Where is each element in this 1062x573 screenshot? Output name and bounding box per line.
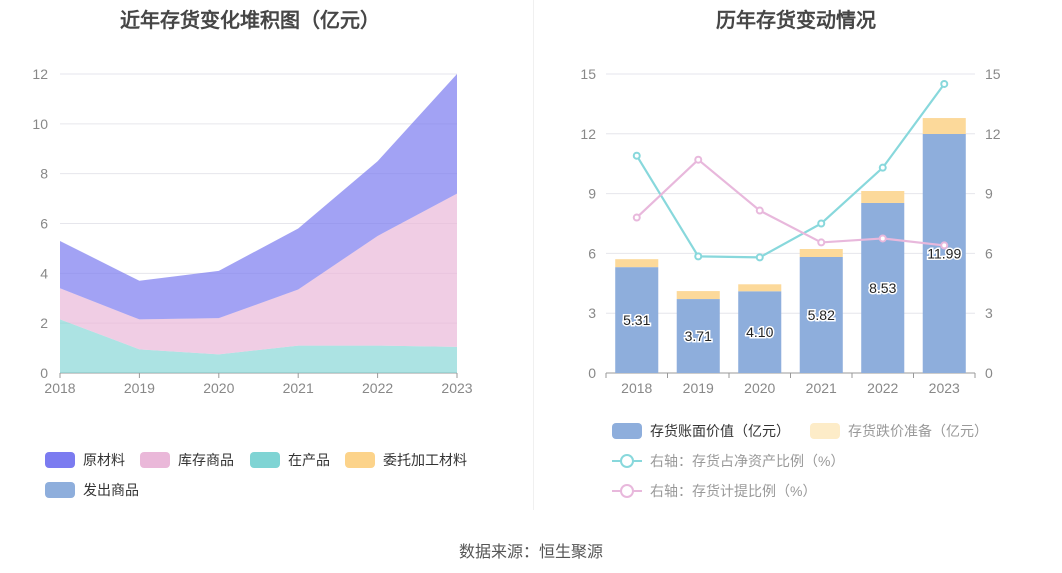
- right-chart-title: 历年存货变动情况: [716, 10, 876, 32]
- line-point: [694, 155, 703, 164]
- legend-swatch: [140, 452, 170, 468]
- legend-item-在产品[interactable]: 在产品: [250, 450, 330, 470]
- legend-item-委托加工材料[interactable]: 委托加工材料: [345, 450, 467, 470]
- legend-swatch: [250, 452, 280, 468]
- line-point: [632, 213, 641, 222]
- legend-label: 委托加工材料: [383, 452, 467, 468]
- legend-swatch: [810, 423, 840, 439]
- left-y-tick-label: 4: [40, 265, 48, 281]
- right-y2-tick-label: 9: [985, 186, 993, 202]
- bar-data-label: 4.10: [746, 324, 773, 340]
- area-在产品: [60, 319, 457, 373]
- bar-data-label: 11.99: [927, 245, 961, 261]
- right-y2-tick-label: 15: [985, 66, 1001, 82]
- left-y-tick-label: 8: [40, 166, 48, 182]
- bar-inventory-value: [615, 267, 659, 373]
- bar-impairment-reserve: [676, 291, 720, 300]
- left-y-tick-label: 0: [40, 365, 48, 381]
- right-y-tick-label: 6: [588, 245, 596, 261]
- legend-label: 右轴：存货占净资产比例（%）: [650, 453, 845, 469]
- legend-item-原材料[interactable]: 原材料: [45, 450, 125, 470]
- legend-label: 库存商品: [178, 452, 234, 468]
- right-y2-tick-label: 0: [985, 365, 993, 381]
- legend-line-swatch: [612, 453, 642, 469]
- right-y2-tick-label: 12: [985, 126, 1001, 142]
- legend-item-发出商品[interactable]: 发出商品: [45, 480, 139, 500]
- right-x-tick-label: 2018: [621, 380, 652, 396]
- line-series-0: [635, 83, 946, 259]
- right-y-tick-label: 9: [588, 186, 596, 202]
- right-y-tick-label: 12: [580, 126, 596, 142]
- right-x-tick-label: 2019: [683, 380, 714, 396]
- left-y-tick-label: 2: [40, 315, 48, 331]
- legend-swatch: [45, 482, 75, 498]
- left-y-tick-label: 12: [32, 66, 48, 82]
- right-x-tick-label: 2020: [744, 380, 775, 396]
- right-x-tick-label: 2022: [867, 380, 898, 396]
- legend-swatch: [345, 452, 375, 468]
- left-chart-title: 近年存货变化堆积图（亿元）: [120, 10, 380, 32]
- legend-item-库存商品[interactable]: 库存商品: [140, 450, 234, 470]
- right-x-tick-label: 2021: [806, 380, 837, 396]
- line-point: [755, 206, 764, 215]
- left-x-tick-label: 2018: [44, 380, 75, 396]
- right-x-tick-label: 2023: [929, 380, 960, 396]
- right-y-tick-label: 15: [580, 66, 596, 82]
- line-point: [817, 238, 826, 247]
- bar-impairment-reserve: [799, 249, 843, 257]
- bar-inventory-value: [738, 291, 782, 373]
- line-point: [755, 253, 764, 262]
- bar-impairment-reserve: [922, 118, 966, 134]
- panel-divider: [533, 0, 534, 510]
- right-y2-tick-label: 6: [985, 245, 993, 261]
- left-y-tick-label: 6: [40, 216, 48, 232]
- legend-label: 存货跌价准备（亿元）: [848, 423, 988, 439]
- line-point: [694, 252, 703, 261]
- right-legend-item-1[interactable]: 存货跌价准备（亿元）: [810, 421, 988, 441]
- left-x-tick-label: 2019: [124, 380, 155, 396]
- legend-line-swatch: [612, 483, 642, 499]
- line-point: [940, 241, 949, 250]
- line-point: [878, 234, 887, 243]
- line-point: [632, 151, 641, 160]
- bar-impairment-reserve: [861, 191, 905, 203]
- line-point: [940, 79, 949, 88]
- legend-swatch: [612, 423, 642, 439]
- bar-data-label: 3.71: [685, 328, 712, 344]
- legend-label: 原材料: [83, 452, 125, 468]
- bar-data-label: 5.82: [808, 307, 835, 323]
- line-point: [878, 163, 887, 172]
- bar-inventory-value: [861, 202, 905, 373]
- bar-impairment-reserve: [615, 259, 659, 268]
- bar-data-label: 5.31: [623, 312, 650, 328]
- right-y2-tick-label: 3: [985, 305, 993, 321]
- area-库存商品: [60, 193, 457, 355]
- bar-inventory-value: [922, 133, 966, 373]
- line-point: [817, 219, 826, 228]
- left-x-tick-label: 2020: [203, 380, 234, 396]
- bar-inventory-value: [676, 299, 720, 373]
- legend-label: 发出商品: [83, 482, 139, 498]
- left-x-tick-label: 2022: [362, 380, 393, 396]
- legend-label: 在产品: [288, 452, 330, 468]
- left-y-tick-label: 10: [32, 116, 48, 132]
- bar-inventory-value: [799, 256, 843, 373]
- data-source-note: 数据来源：恒生聚源: [458, 544, 603, 561]
- right-legend-item-2[interactable]: 右轴：存货占净资产比例（%）: [612, 451, 844, 471]
- area-原材料: [60, 74, 457, 320]
- right-y-tick-label: 0: [588, 365, 596, 381]
- left-x-tick-label: 2021: [283, 380, 314, 396]
- bar-data-label: 8.53: [869, 280, 896, 296]
- right-legend-item-0[interactable]: 存货账面价值（亿元）: [612, 421, 790, 441]
- legend-label: 存货账面价值（亿元）: [650, 423, 790, 439]
- legend-label: 右轴：存货计提比例（%）: [650, 483, 817, 499]
- left-x-tick-label: 2023: [441, 380, 472, 396]
- legend-swatch: [45, 452, 75, 468]
- line-series-1: [635, 158, 945, 247]
- right-legend-item-3[interactable]: 右轴：存货计提比例（%）: [612, 481, 816, 501]
- right-y-tick-label: 3: [588, 305, 596, 321]
- bar-impairment-reserve: [738, 284, 782, 292]
